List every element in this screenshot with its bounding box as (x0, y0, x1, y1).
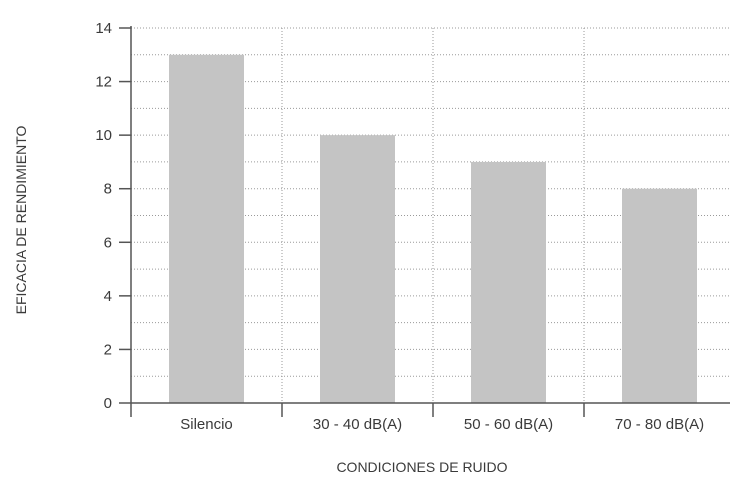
y-axis-title: EFICACIA DE RENDIMIENTO (13, 126, 29, 315)
y-tick-label: 6 (104, 234, 112, 251)
grid-layer (131, 27, 730, 403)
x-tick-label: 50 - 60 dB(A) (464, 416, 553, 433)
y-tick-label: 2 (104, 341, 112, 358)
x-tick-label: 70 - 80 dB(A) (615, 416, 704, 433)
labels-layer: 0 2 4 6 8 10 12 14 Silencio 30 - 40 dB(A) 50 - 60 … (95, 20, 704, 433)
y-tick-label: 4 (104, 288, 112, 305)
y-tick-label: 0 (104, 395, 112, 412)
bar (320, 135, 395, 403)
x-tick-label: Silencio (180, 416, 233, 433)
x-axis-title: CONDICIONES DE RUIDO (336, 459, 507, 475)
axes-layer (119, 26, 730, 417)
y-tick-label: 14 (95, 20, 112, 37)
bars-layer (169, 54, 697, 404)
y-tick-label: 12 (95, 74, 112, 91)
bar (622, 188, 697, 403)
y-tick-label: 10 (95, 127, 112, 144)
y-tick-label: 8 (104, 181, 112, 198)
x-tick-label: 30 - 40 dB(A) (313, 416, 402, 433)
bar (471, 161, 546, 403)
bar (169, 54, 244, 404)
